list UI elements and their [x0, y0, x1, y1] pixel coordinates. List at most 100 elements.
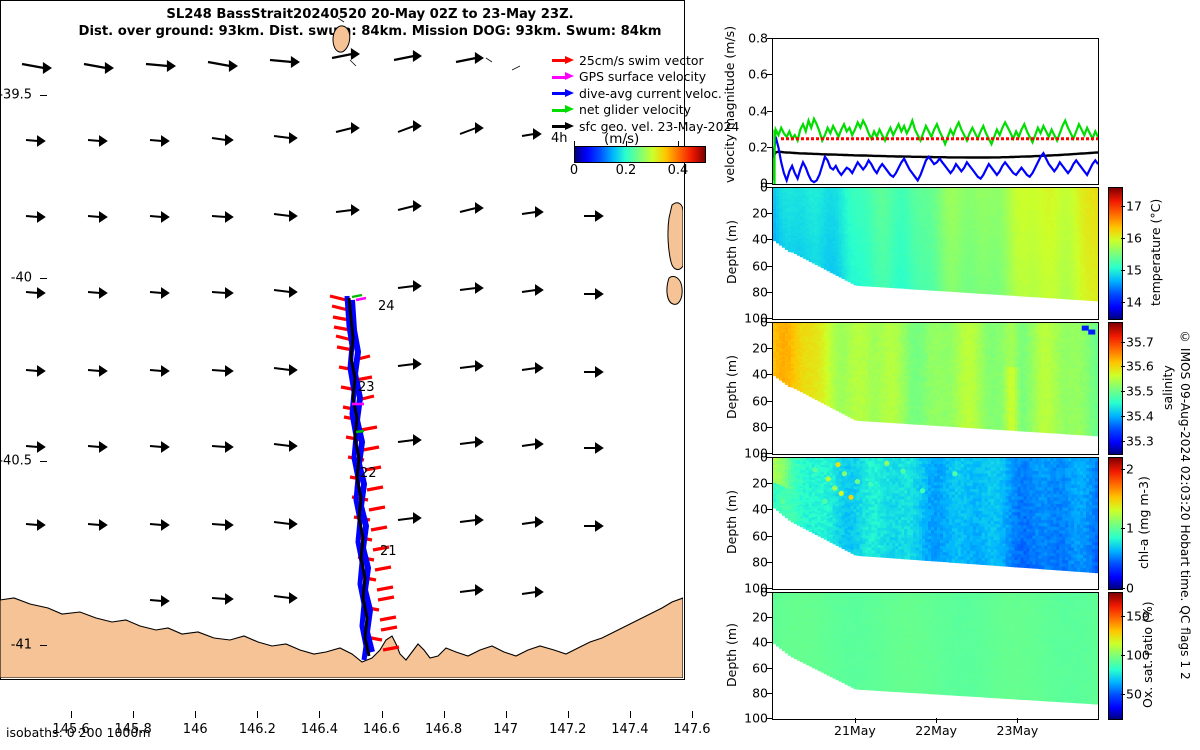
temperature-y-tick-mark-0	[767, 187, 772, 188]
chlorophyll-colorbar-tick-mark-2	[1121, 468, 1125, 470]
chlorophyll-colorbar-tick-mark-1	[1121, 528, 1125, 530]
legend-label-net-glider-velocity: net glider velocity	[579, 102, 691, 118]
velocity-y-axis-label: velocity magnitude (m/s)	[722, 25, 737, 183]
temperature-y-tick-5: 100	[744, 310, 768, 326]
net-glider-velocity-arrow-icon	[552, 105, 574, 114]
oxygen-colorbar	[1108, 592, 1123, 720]
map-x-tick-mark-3	[257, 711, 259, 718]
salinity-colorbar-tick-4: 35.7	[1126, 334, 1154, 350]
map-y-tick-mark-1	[40, 278, 47, 280]
salinity-colorbar-tick-mark-3	[1121, 366, 1125, 368]
map-x-tick-mark-10	[691, 711, 693, 718]
velocity-y-tick-0: 0	[760, 175, 768, 191]
track-day-label-23: 23	[358, 380, 375, 395]
map-x-tick-9: 147.4	[611, 722, 649, 737]
map-colorbar-tick-2: 0.4	[667, 163, 689, 178]
chlorophyll-colorbar	[1108, 457, 1123, 590]
map-colorbar-tick-1: 0.2	[615, 163, 637, 178]
temperature-section-panel[interactable]	[772, 187, 1099, 320]
oxygen-y-tick-2: 40	[752, 634, 768, 650]
velocity-y-tick-mark-2	[767, 110, 772, 112]
velocity-y-tick-1: 0.2	[748, 139, 768, 155]
salinity-y-tick-mark-1	[767, 348, 772, 350]
map-x-tick-mark-2	[195, 711, 197, 718]
oxygen-colorbar-tick-mark-0	[1121, 694, 1125, 696]
legend-label-swim-vector: 25cm/s swim vector	[579, 52, 704, 68]
map-legend: 25cm/s swim vector GPS surface velocity …	[552, 52, 739, 135]
oxygen-section-panel[interactable]	[772, 592, 1099, 720]
legend-label-dive-avg-current: dive-avg current veloc.	[579, 85, 722, 101]
salinity-colorbar-tick-2: 35.5	[1126, 383, 1154, 399]
salinity-colorbar-tick-mark-0	[1121, 440, 1125, 442]
figure-title: SL248 BassStrait20240520 20-May 02Z to 2…	[0, 6, 740, 40]
salinity-colorbar	[1108, 322, 1123, 455]
oxygen-colorbar-tick-mark-1	[1121, 655, 1125, 656]
chlorophyll-y-tick-0: 0	[760, 449, 768, 465]
map-x-tick-mark-7	[505, 711, 507, 718]
map-x-tick-mark-0	[71, 711, 73, 718]
salinity-y-tick-mark-2	[767, 374, 772, 376]
map-x-tick-mark-4	[319, 711, 321, 718]
chlorophyll-y-tick-4: 80	[752, 554, 768, 570]
temperature-plot-area	[773, 188, 1098, 302]
map-y-tick-mark-0	[40, 94, 47, 96]
map-colorbar-tick-mark-0	[574, 141, 575, 147]
map-x-tick-mark-6	[443, 711, 445, 718]
salinity-section-panel[interactable]	[772, 322, 1099, 455]
salinity-colorbar-tick-0: 35.3	[1126, 433, 1154, 449]
chlorophyll-y-tick-mark-5	[767, 588, 772, 589]
velocity-timeseries-panel[interactable]	[772, 38, 1099, 185]
legend-item-dive-avg-current: dive-avg current veloc.	[552, 85, 732, 102]
legend-label-sfc-geo-velocity: sfc geo. vel. 23-May-2024	[579, 118, 740, 134]
chlorophyll-colorbar-tick-2: 2	[1126, 461, 1134, 477]
sfc-geo-velocity-arrow-icon	[552, 121, 574, 131]
oxygen-y-tick-mark-0	[767, 592, 772, 593]
velocity-y-tick-mark-0	[767, 183, 772, 184]
salinity-y-tick-2: 40	[752, 366, 768, 382]
temperature-y-tick-mark-4	[767, 291, 772, 293]
oxygen-colorbar-tick-2: 150	[1126, 608, 1150, 624]
salinity-y-tick-mark-5	[767, 453, 772, 454]
map-y-tick-3: -41	[10, 637, 32, 653]
map-x-tick-8: 147.2	[549, 722, 587, 737]
map-x-tick-4: 146.4	[300, 722, 339, 737]
chlorophyll-y-tick-2: 40	[752, 501, 768, 517]
chlorophyll-colorbar-tick-mark-0	[1121, 588, 1125, 589]
map-x-tick-mark-8	[567, 711, 569, 718]
temperature-y-tick-mark-3	[767, 265, 772, 267]
temperature-colorbar-tick-1: 15	[1126, 262, 1142, 278]
map-panel[interactable]: 24 23 22 21 isobaths: 0 200 1000m	[0, 0, 685, 740]
temperature-colorbar-tick-mark-3	[1121, 206, 1125, 208]
salinity-colorbar-tick-mark-4	[1121, 341, 1125, 343]
vector-interval-label: 4h	[551, 131, 568, 146]
map-x-tick-1: 145.8	[114, 722, 152, 737]
map-x-tick-mark-5	[381, 711, 383, 718]
temperature-y-tick-0: 0	[760, 179, 768, 195]
title-line-1: SL248 BassStrait20240520 20-May 02Z to 2…	[166, 7, 574, 22]
salinity-y-tick-0: 0	[760, 314, 768, 330]
map-x-tick-10: 147.6	[673, 722, 711, 737]
chlorophyll-section-panel[interactable]	[772, 457, 1099, 590]
chlorophyll-plot-area	[773, 458, 1098, 574]
salinity-y-tick-1: 20	[752, 340, 768, 356]
time-tick-mark-2	[1017, 718, 1019, 723]
temperature-colorbar-tick-2: 16	[1126, 230, 1142, 246]
temperature-y-tick-mark-2	[767, 239, 772, 241]
oxygen-y-tick-5: 100	[744, 710, 768, 726]
salinity-plot-area	[773, 323, 1098, 437]
map-y-tick-mark-3	[40, 644, 47, 646]
temperature-y-tick-1: 20	[752, 205, 768, 221]
oxygen-y-tick-3: 60	[752, 660, 768, 676]
temperature-colorbar-label: temperature (°C)	[1148, 198, 1163, 307]
salinity-y-tick-mark-4	[767, 426, 772, 428]
oxygen-y-tick-mark-5	[767, 718, 772, 719]
velocity-y-tick-2: 0.4	[748, 103, 768, 118]
time-tick-mark-0	[854, 718, 856, 723]
dive-avg-current-arrow-icon	[552, 88, 574, 98]
map-colorbar-tick-0: 0	[569, 163, 579, 178]
map-x-tick-5: 146.6	[362, 722, 401, 737]
velocity-y-tick-mark-3	[767, 74, 772, 76]
track-day-label-24: 24	[378, 299, 395, 314]
oxygen-y-tick-1: 20	[752, 609, 768, 625]
legend-item-net-glider-velocity: net glider velocity	[552, 102, 732, 119]
